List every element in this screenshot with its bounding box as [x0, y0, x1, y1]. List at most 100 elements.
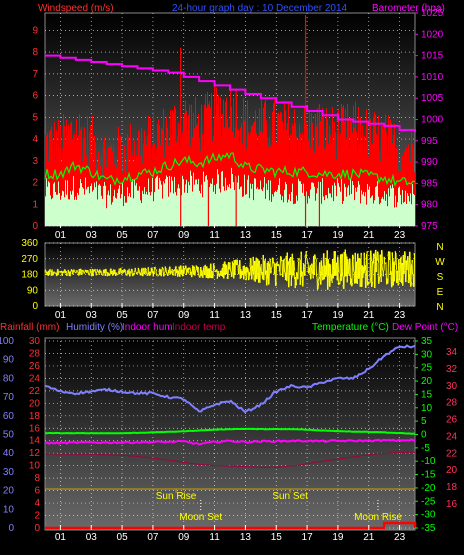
temperature-y-tick-label: 20 — [421, 376, 433, 387]
wind-direction-trace — [345, 256, 347, 277]
x-tick-label: 15 — [271, 532, 283, 543]
wind-direction-trace — [142, 268, 144, 272]
wind-direction-trace — [259, 281, 261, 283]
wind-direction-trace — [63, 269, 65, 274]
wind-direction-trace — [289, 256, 291, 275]
wind-direction-trace — [296, 272, 298, 279]
wind-direction-trace — [286, 252, 288, 268]
wind-direction-trace — [217, 270, 219, 274]
wind-direction-trace — [48, 269, 50, 275]
wind-direction-trace — [171, 268, 173, 276]
wind-direction-trace — [362, 266, 364, 274]
wind-direction-trace — [263, 260, 265, 265]
wind-direction-trace — [292, 260, 294, 276]
wind-direction-trace — [303, 264, 305, 267]
wind-y-tick-label: 3 — [32, 156, 38, 167]
wind-direction-trace — [45, 270, 47, 274]
wind-direction-trace — [227, 262, 229, 266]
wind-direction-trace — [339, 273, 341, 285]
wind-direction-trace — [100, 270, 102, 275]
wind-direction-trace — [153, 266, 155, 275]
wind-direction-trace — [181, 269, 183, 277]
wind-direction-trace — [312, 255, 314, 279]
wind-direction-trace — [351, 254, 353, 284]
wind-direction-trace — [161, 266, 163, 269]
wind-direction-trace — [293, 270, 295, 279]
wind-direction-trace — [260, 264, 262, 274]
wind-direction-trace — [302, 263, 304, 287]
wind-direction-trace — [323, 265, 325, 280]
wind-direction-trace — [122, 271, 124, 274]
wind-direction-trace — [115, 272, 117, 275]
indoor-temp-line — [44, 451, 416, 468]
wind-direction-trace — [233, 260, 235, 273]
temperature-y-tick-label: -35 — [421, 523, 436, 534]
dew-point-y-tick-label: 16 — [446, 499, 458, 510]
wind-direction-trace — [316, 276, 318, 290]
sun-rise-label: Sun Rise — [156, 491, 197, 502]
wind-direction-trace — [231, 261, 233, 264]
wind-direction-trace — [177, 270, 179, 275]
direction-panel-series — [44, 249, 415, 291]
wind-direction-trace — [220, 270, 222, 276]
wind-direction-trace — [155, 268, 157, 272]
wind-direction-trace — [332, 267, 334, 279]
wind-direction-trace — [350, 278, 352, 287]
wind-direction-trace — [176, 269, 178, 277]
wind-direction-trace — [127, 270, 129, 275]
wind-direction-trace — [256, 272, 258, 280]
rain-y-tick-label: 28 — [29, 348, 41, 359]
wind-direction-trace — [361, 265, 363, 279]
wind-direction-trace — [325, 257, 327, 275]
wind-direction-trace — [158, 272, 160, 276]
wind-axis-title: Windspeed (m/s) — [38, 3, 114, 14]
wind-direction-trace — [237, 264, 239, 266]
wind-direction-trace — [114, 269, 116, 272]
wind-direction-trace — [53, 271, 55, 274]
wind-direction-trace — [317, 278, 319, 283]
wind-direction-trace — [302, 263, 304, 265]
wind-direction-trace — [187, 267, 189, 274]
barometer-y-tick-label: 1015 — [421, 51, 444, 62]
wind-direction-trace — [178, 266, 180, 277]
wind-panel-axes: 0123456789975980985990995100010051010101… — [32, 8, 443, 241]
wind-direction-trace — [389, 251, 391, 275]
wind-direction-trace — [232, 263, 234, 266]
wind-direction-trace — [337, 271, 339, 285]
wind-y-tick-label: 6 — [32, 91, 38, 102]
wind-direction-trace — [105, 268, 107, 273]
wind-direction-trace — [352, 254, 354, 259]
wind-direction-trace — [184, 266, 186, 270]
wind-direction-trace — [322, 253, 324, 276]
barometer-y-tick-label: 990 — [421, 157, 438, 168]
wind-direction-trace — [365, 254, 367, 271]
wind-direction-trace — [62, 271, 64, 274]
wind-direction-trace — [395, 269, 397, 283]
wind-direction-trace — [46, 271, 48, 274]
wind-panel-series — [44, 15, 416, 226]
wind-direction-trace — [257, 263, 259, 283]
rain-y-tick-label: 20 — [29, 398, 41, 409]
x-tick-label: 03 — [86, 532, 98, 543]
wind-direction-trace — [57, 271, 59, 275]
wind-direction-trace — [288, 264, 290, 288]
wind-direction-trace — [386, 278, 388, 284]
wind-direction-trace — [191, 266, 193, 278]
humidity-y-tick-label: 100 — [0, 336, 14, 347]
wind-direction-trace — [342, 276, 344, 285]
temperature-y-tick-label: 25 — [421, 363, 433, 374]
wind-direction-trace — [173, 269, 175, 271]
wind-direction-trace — [45, 273, 47, 276]
dew-point-y-tick-label: 30 — [446, 381, 458, 392]
x-tick-label: 01 — [55, 310, 67, 321]
wind-y-tick-label: 0 — [32, 221, 38, 232]
wind-direction-trace — [72, 273, 74, 275]
wind-direction-trace — [75, 270, 77, 272]
wind-direction-trace — [352, 258, 354, 272]
wind-direction-trace — [179, 265, 181, 270]
wind-direction-trace — [212, 263, 214, 279]
wind-direction-trace — [261, 272, 263, 280]
barometer-y-tick-label: 1010 — [421, 72, 444, 83]
wind-direction-trace — [226, 265, 228, 278]
wind-direction-trace — [64, 269, 66, 272]
